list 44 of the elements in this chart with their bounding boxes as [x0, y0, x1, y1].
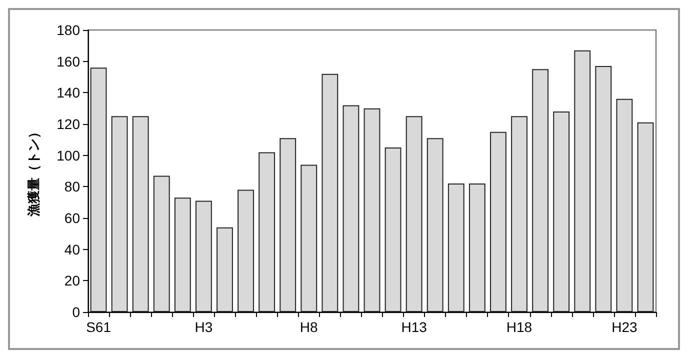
bar [448, 184, 464, 312]
y-tick-label: 140 [56, 84, 80, 101]
bar [490, 132, 506, 312]
bar [280, 138, 296, 312]
bar [132, 116, 149, 312]
x-tick-label: H3 [194, 319, 213, 335]
x-tick-label: S61 [86, 319, 112, 335]
bar [574, 50, 591, 312]
bar [595, 66, 612, 312]
y-tick-label: 20 [64, 272, 80, 289]
bar [616, 98, 633, 312]
x-tick-label: H18 [506, 319, 532, 335]
x-tick-label: H8 [300, 319, 318, 335]
y-tick-label: 120 [56, 116, 80, 132]
bar [174, 198, 191, 312]
bar [258, 152, 276, 312]
y-axis-title: 漁獲量（トン） [26, 126, 41, 218]
x-tick-label: H13 [401, 319, 428, 335]
bar [238, 190, 254, 312]
bar [468, 184, 486, 312]
bar [364, 108, 380, 312]
y-tick-label: 40 [64, 241, 80, 258]
bar [153, 176, 170, 312]
bar [637, 122, 654, 312]
bar [196, 200, 212, 312]
y-tick-label: 180 [56, 22, 80, 38]
x-tick-label: H23 [612, 319, 638, 335]
bar [300, 164, 318, 312]
bar [342, 105, 360, 312]
y-tick-label: 0 [72, 304, 80, 320]
bar [532, 69, 548, 312]
y-tick-label: 100 [56, 147, 80, 164]
bar [216, 227, 233, 312]
bar [511, 116, 528, 312]
y-tick-label: 60 [64, 210, 80, 226]
y-tick-label: 160 [56, 53, 80, 70]
bar [90, 68, 107, 312]
y-tick-label: 80 [64, 178, 80, 195]
bar [111, 116, 128, 312]
bar [553, 111, 570, 312]
bar [426, 138, 444, 312]
bar [384, 148, 402, 312]
bar [406, 116, 422, 312]
bar [322, 74, 338, 312]
